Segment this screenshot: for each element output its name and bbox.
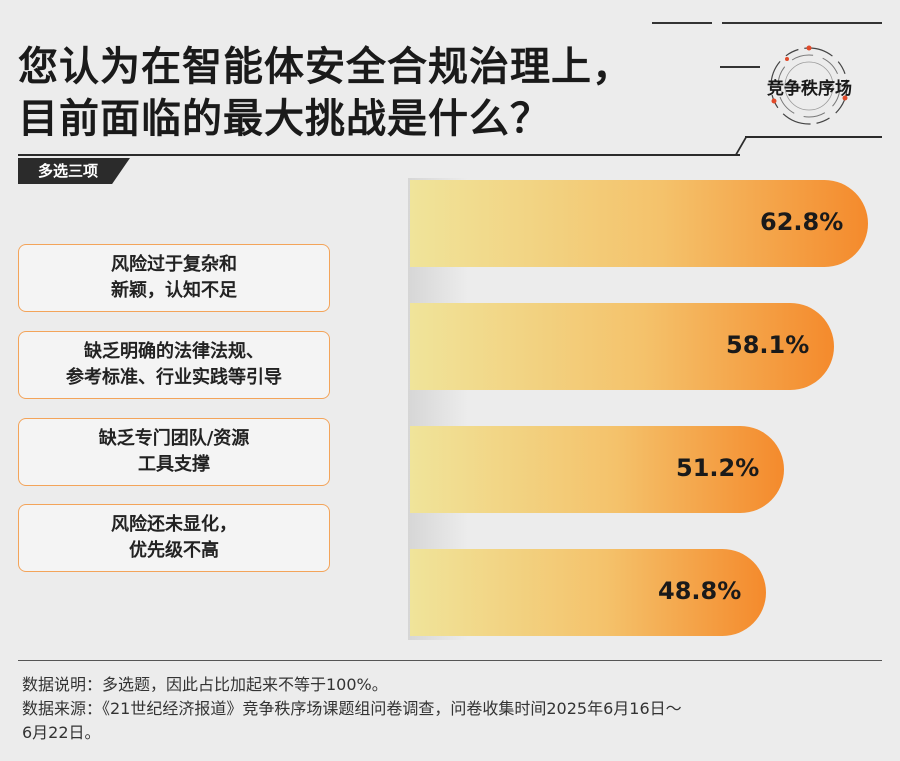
logo-dash-top <box>652 22 712 24</box>
category-label-1-line-1: 风险过于复杂和 <box>111 254 237 275</box>
category-label-2-line-2: 参考标准、行业实践等引导 <box>66 367 282 388</box>
header-right-line <box>734 136 748 156</box>
bar-value-label-1: 62.8% <box>760 208 844 236</box>
header-underline <box>18 154 740 156</box>
bar-value-label-2: 58.1% <box>726 331 810 359</box>
bar-value-label-4: 48.8% <box>658 577 742 605</box>
category-label-3: 缺乏专门团队/资源 工具支撑 <box>18 418 330 486</box>
bar-2 <box>410 303 834 390</box>
bar-3 <box>410 426 784 513</box>
logo-ring-icon <box>770 45 848 125</box>
page-title-line-1: 您认为在智能体安全合规治理上， <box>18 44 633 90</box>
multi-select-badge: 多选三项 <box>18 158 130 184</box>
category-label-4-line-2: 优先级不高 <box>129 540 219 561</box>
category-label-3-line-2: 工具支撑 <box>138 454 210 475</box>
category-label-4: 风险还未显化， 优先级不高 <box>18 504 330 572</box>
brand-logo: 竞争秩序场 <box>752 43 867 129</box>
logo-dash-top-2 <box>722 22 882 24</box>
bar-4 <box>410 549 766 636</box>
data-note: 数据说明：多选题，因此占比加起来不等于100%。 <box>22 675 388 694</box>
bar-value-label-3: 51.2% <box>676 454 760 482</box>
category-label-4-line-1: 风险还未显化， <box>111 514 237 535</box>
category-label-1-line-2: 新颖，认知不足 <box>111 280 237 301</box>
data-source-continued: 6月22日。 <box>22 723 101 742</box>
logo-dash-mid <box>720 66 760 68</box>
page-title-line-2: 目前面临的最大挑战是什么？ <box>18 96 551 142</box>
category-label-3-line-1: 缺乏专门团队/资源 <box>98 428 250 449</box>
footer-divider <box>18 660 882 661</box>
category-label-2: 缺乏明确的法律法规、 参考标准、行业实践等引导 <box>18 331 330 399</box>
category-label-1: 风险过于复杂和 新颖，认知不足 <box>18 244 330 312</box>
header-top-right-line <box>745 136 882 138</box>
data-source: 数据来源：《21世纪经济报道》竞争秩序场课题组问卷调查，问卷收集时间2025年6… <box>22 699 682 718</box>
category-label-2-line-1: 缺乏明确的法律法规、 <box>84 341 264 362</box>
logo-text: 竞争秩序场 <box>767 79 852 99</box>
bar-1 <box>410 180 868 267</box>
